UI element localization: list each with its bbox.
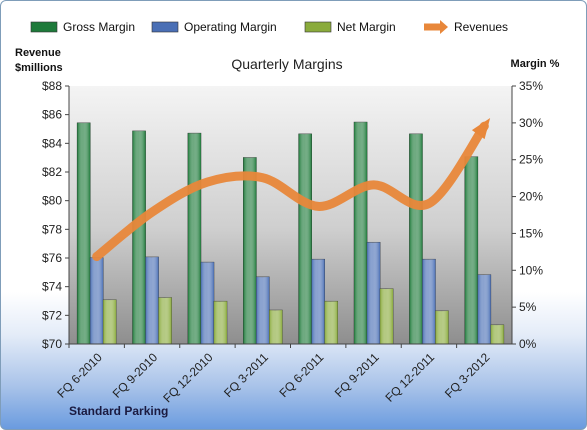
bar-net-margin-shine [490,324,504,344]
bar-operating-margin [366,241,381,345]
bar-operating-margin-shine [200,262,214,344]
bar-gross-margin-shine [354,122,368,345]
bar-gross-margin-shine [464,156,478,344]
bar-gross-margin-shine [298,133,312,344]
bar-operating-margin-shine [311,259,325,344]
chart-title: Quarterly Margins [231,56,342,72]
series-line-revenues [92,121,489,262]
legend: Gross Margin Operating Margin Net Margin Re… [30,20,508,34]
legend-label-gross-margin: Gross Margin [63,20,135,34]
bar-net-margin [213,300,228,345]
y-left-tick-label: $86 [42,108,62,122]
bar-gross-margin [187,132,202,345]
y-left-tick-label: $78 [42,222,62,236]
y-left-tick-label: $88 [42,79,62,93]
y-right-tick-label: 0% [519,337,537,351]
bar-net-margin [379,288,394,345]
bar-gross-margin [76,122,91,345]
y-right-tick-label: 15% [519,226,543,240]
bar-net-margin-shine [103,299,117,344]
bar-operating-margin [311,258,325,345]
legend-label-revenues: Revenues [454,20,508,34]
bar-gross-margin [132,130,146,345]
bar-operating-margin [256,276,270,345]
x-tick-label: FQ 6-2011 [276,350,326,400]
y-left-tick-label: $80 [42,194,62,208]
bar-operating-margin-shine [422,259,436,344]
bar-net-margin [324,300,338,345]
x-tick-label: FQ 9-2011 [332,350,382,400]
legend-item-gross-margin: Gross Margin [30,20,135,34]
y-left-tick-label: $72 [42,308,62,322]
bar-net-margin [158,297,172,345]
legend-label-operating-margin: Operating Margin [184,20,277,34]
bar-net-margin [490,324,505,345]
x-tick-label: FQ 9-2010 [110,350,161,401]
bar-net-margin-shine [269,310,283,344]
y-left-tick-label: $74 [42,280,62,294]
bar-gross-margin [464,156,479,345]
legend-arrow-revenues [440,20,448,34]
bar-gross-margin-shine [77,122,91,344]
bar-net-margin-shine [324,301,338,344]
bar-gross-margin-shine [132,130,146,344]
bar-gross-margin-shine [243,157,257,344]
legend-label-net-margin: Net Margin [337,20,396,34]
bar-operating-margin-shine [367,242,381,344]
y-right-tick-label: 20% [519,190,543,204]
legend-swatch-net-margin [304,21,332,33]
y-right-tick-label: 10% [519,263,543,277]
y-left-tick-label: $70 [42,337,62,351]
x-tick-label: FQ 12-2010 [160,350,215,405]
bar-gross-margin-shine [187,133,201,344]
bar-operating-margin-shine [145,257,159,344]
bar-gross-margin-shine [409,133,423,344]
legend-item-net-margin: Net Margin [304,20,396,34]
bar-net-margin-shine [213,301,227,344]
y-right-tick-label: 25% [519,153,543,167]
bar-net-margin [269,309,283,345]
y-left-title-line1: Revenue [15,47,61,59]
revenue-line-group [92,118,491,262]
legend-swatch-gross-margin [30,21,58,33]
y-left-title-line2: $millions [15,62,63,74]
legend-item-operating-margin: Operating Margin [151,20,277,34]
x-tick-label: FQ 12-2011 [383,350,438,405]
bar-gross-margin [409,133,423,345]
x-tick-label: FQ 6-2010 [54,350,105,401]
y-right-tick-label: 5% [519,300,537,314]
legend-swatch-operating-margin [151,21,179,33]
series-arrowhead-revenues [471,118,491,140]
y-left-tick-label: $84 [42,136,62,150]
bar-operating-margin [145,256,159,345]
y-right-tick-label: 30% [519,116,543,130]
bar-operating-margin-shine [90,257,104,344]
y-left-tick-label: $82 [42,165,62,179]
bar-gross-margin [243,157,257,345]
bar-gross-margin [298,133,312,345]
bar-net-margin-shine [380,288,394,344]
x-tick-label: FQ 3-2011 [221,350,271,400]
bar-operating-margin [477,274,492,345]
footer-label: Standard Parking [69,404,168,418]
bar-operating-margin-shine [477,274,491,344]
x-tick-label: FQ 3-2012 [442,350,493,401]
bar-net-margin-shine [435,310,449,344]
bar-net-margin [102,299,117,345]
y-left-tick-label: $76 [42,251,62,265]
bar-gross-margin [353,121,368,345]
bar-operating-margin [422,258,436,345]
bar-net-margin [435,310,449,345]
y-right-tick-label: 35% [519,79,543,93]
bar-operating-margin [200,261,215,345]
bar-operating-margin-shine [256,276,270,344]
bar-net-margin-shine [158,297,172,344]
legend-item-revenues: Revenues [424,20,508,34]
y-right-title: Margin % [511,58,560,70]
bar-operating-margin [89,257,104,345]
